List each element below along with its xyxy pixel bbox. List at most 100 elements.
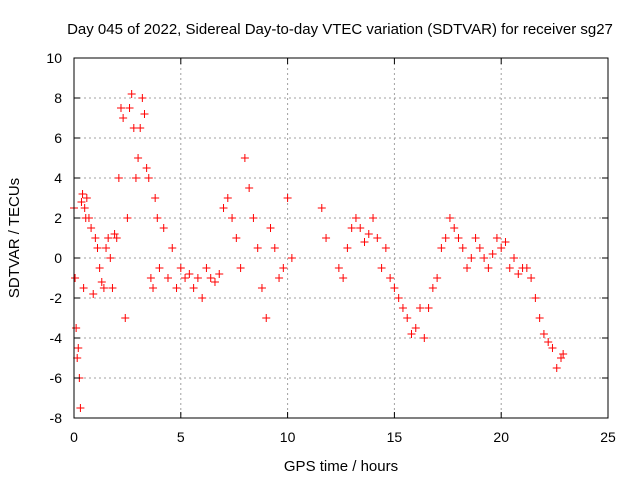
data-point <box>84 214 93 222</box>
data-point <box>287 254 296 262</box>
data-point <box>339 274 348 282</box>
data-point <box>112 234 121 242</box>
x-tick-label: 10 <box>280 429 296 445</box>
data-point <box>249 214 258 222</box>
data-point <box>441 234 450 242</box>
data-point <box>228 214 237 222</box>
data-point <box>155 264 164 272</box>
data-point <box>356 224 365 232</box>
x-axis-label: GPS time / hours <box>284 458 398 475</box>
data-point <box>403 314 412 322</box>
y-tick-label: -8 <box>50 410 63 426</box>
data-point <box>176 264 185 272</box>
data-point <box>411 324 420 332</box>
data-point <box>144 174 153 182</box>
data-point <box>123 214 132 222</box>
data-point <box>121 314 130 322</box>
data-point <box>505 264 514 272</box>
data-point <box>262 314 271 322</box>
data-point <box>240 154 249 162</box>
data-point <box>445 214 454 222</box>
y-tick-label: 0 <box>54 250 62 266</box>
data-point <box>522 264 531 272</box>
data-point <box>134 154 143 162</box>
x-tick-label: 5 <box>177 429 185 445</box>
data-point <box>381 244 390 252</box>
data-point <box>77 198 86 206</box>
data-point <box>283 194 292 202</box>
data-point <box>116 104 125 112</box>
data-point <box>142 164 151 172</box>
data-point <box>377 264 386 272</box>
data-point <box>131 174 140 182</box>
data-point <box>390 284 399 292</box>
data-point <box>245 184 254 192</box>
data-point <box>181 274 190 282</box>
data-point <box>76 404 85 412</box>
y-tick-label: 2 <box>54 210 62 226</box>
data-point <box>351 214 360 222</box>
y-tick-label: 4 <box>54 170 62 186</box>
data-point <box>82 194 91 202</box>
data-point <box>317 204 326 212</box>
data-point <box>450 224 459 232</box>
data-point <box>95 264 104 272</box>
data-point <box>138 94 147 102</box>
data-point <box>189 284 198 292</box>
data-point <box>219 204 228 212</box>
data-point <box>527 274 536 282</box>
y-tick-label: 6 <box>54 130 62 146</box>
data-point <box>475 244 484 252</box>
data-point <box>198 294 207 302</box>
data-point <box>407 330 416 338</box>
data-point <box>275 274 284 282</box>
data-point <box>484 264 493 272</box>
data-point <box>87 224 96 232</box>
data-point <box>467 254 476 262</box>
x-tick-label: 20 <box>493 429 509 445</box>
data-point <box>193 274 202 282</box>
data-point <box>559 350 568 358</box>
data-point <box>97 278 106 286</box>
data-point <box>364 230 373 238</box>
grid <box>74 58 608 418</box>
axis-ticks: 0 5 10 15 20 25 -8 -6 -4 -2 0 2 4 6 8 10 <box>46 50 616 445</box>
data-point <box>552 364 561 372</box>
data-point <box>266 224 275 232</box>
data-point <box>257 284 266 292</box>
data-point <box>360 238 369 246</box>
data-point <box>153 214 162 222</box>
data-point <box>106 254 115 262</box>
y-tick-label: -6 <box>50 370 63 386</box>
data-point <box>223 194 232 202</box>
data-point <box>119 114 128 122</box>
data-point <box>163 274 172 282</box>
data-point <box>557 354 566 362</box>
x-tick-label: 15 <box>387 429 403 445</box>
data-point <box>159 224 168 232</box>
data-point <box>110 230 119 238</box>
data-point <box>416 304 425 312</box>
data-point <box>114 174 123 182</box>
data-point <box>386 274 395 282</box>
data-point <box>102 244 111 252</box>
x-tick-label: 25 <box>600 429 616 445</box>
data-series-sdtvar <box>70 90 568 412</box>
data-point <box>136 124 145 132</box>
data-point <box>108 284 117 292</box>
data-point <box>544 338 553 346</box>
data-point <box>501 238 510 246</box>
data-point <box>539 330 548 338</box>
data-point <box>172 284 181 292</box>
data-point <box>78 190 87 198</box>
data-point <box>99 284 108 292</box>
data-point <box>347 224 356 232</box>
y-tick-label: -2 <box>50 290 63 306</box>
y-axis-label: SDTVAR / TECUs <box>6 178 23 298</box>
data-point <box>510 254 519 262</box>
data-point <box>140 110 149 118</box>
data-point <box>369 214 378 222</box>
data-point <box>492 234 501 242</box>
data-point <box>151 194 160 202</box>
data-point <box>514 270 523 278</box>
